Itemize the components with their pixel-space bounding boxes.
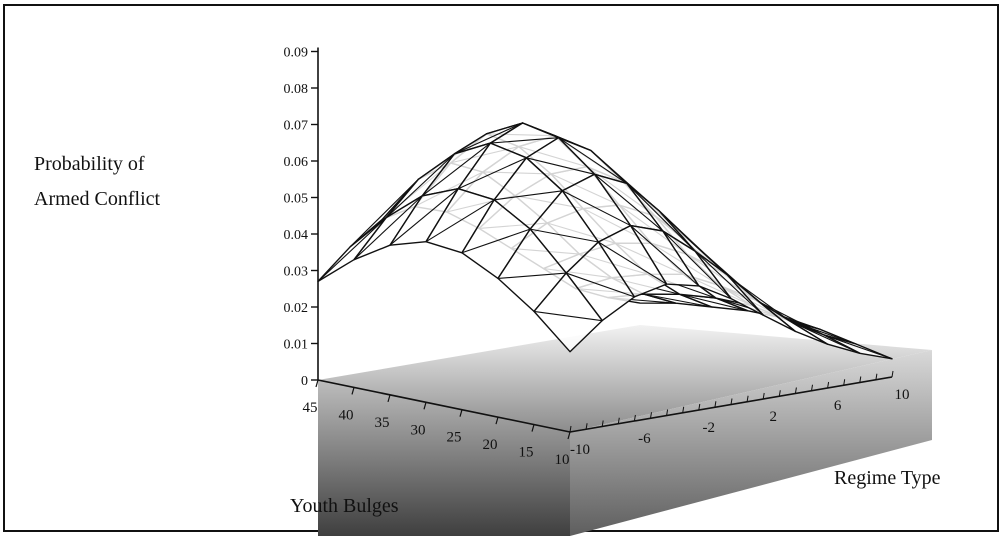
y-tick-mark xyxy=(315,379,319,388)
surface-diagonal xyxy=(643,293,713,308)
surface-diagonal xyxy=(494,190,563,201)
y-tick-mark xyxy=(423,402,427,410)
surface-diagonal xyxy=(353,195,423,261)
z-tick-label: 0.09 xyxy=(284,46,309,61)
y-tick-label: 10 xyxy=(555,452,570,468)
surface-mesh xyxy=(317,122,893,360)
surface-diagonal xyxy=(497,272,567,279)
x-tick-mark xyxy=(843,379,846,386)
x-tick-mark xyxy=(633,414,636,422)
z-axis-title-line1: Probability of xyxy=(34,153,145,175)
right-base-wall xyxy=(570,350,932,536)
y-tick-mark xyxy=(531,424,535,432)
x-tick-mark xyxy=(617,417,620,424)
y-tick-label: 35 xyxy=(375,415,390,431)
surface-diagonal xyxy=(317,217,387,282)
x-tick-mark xyxy=(714,401,717,408)
surface-diagonal xyxy=(594,173,664,232)
surface-diagonal xyxy=(726,274,796,332)
surface-diagonal xyxy=(759,301,828,345)
z-tick-label: 0 xyxy=(301,374,308,389)
surface-diagonal xyxy=(530,228,599,243)
x-axis: -10 -6 -2 2 6 10 xyxy=(569,370,910,458)
y-tick-label: 25 xyxy=(447,430,462,446)
x-tick-label: -10 xyxy=(570,442,590,458)
y-tick-mark xyxy=(387,394,391,403)
y-tick-mark xyxy=(459,409,463,417)
surface-diagonal xyxy=(598,241,667,285)
surface-diagonal xyxy=(457,157,527,190)
x-tick-label: -2 xyxy=(703,420,716,436)
y-tick-label: 40 xyxy=(339,407,354,423)
z-tick-label: 0.04 xyxy=(284,228,309,243)
x-tick-mark xyxy=(569,425,572,433)
x-tick-label: 2 xyxy=(769,409,777,425)
x-tick-mark xyxy=(682,406,685,413)
surface-diagonal xyxy=(558,137,628,184)
z-tick-label: 0.01 xyxy=(284,338,309,353)
x-tick-mark xyxy=(794,387,797,394)
z-tick-label: 0.05 xyxy=(284,192,309,207)
y-tick-mark xyxy=(351,387,355,395)
x-tick-mark xyxy=(666,409,669,416)
surface-diagonal xyxy=(533,310,603,322)
surface-diagonal xyxy=(454,122,523,155)
surface-diagonal xyxy=(461,228,531,254)
surface-diagonal xyxy=(679,293,749,312)
surface-diagonal xyxy=(389,188,459,246)
z-axis-title-line2: Armed Conflict xyxy=(34,188,161,210)
surface-diagonal xyxy=(823,334,893,360)
surface-diagonal xyxy=(626,183,696,252)
x-tick-label: 10 xyxy=(895,387,910,403)
surface-diagonal xyxy=(566,272,635,298)
surface-diagonal xyxy=(526,157,595,175)
x-tick-mark xyxy=(778,390,781,397)
x-tick-mark xyxy=(859,376,862,383)
z-tick-label: 0.02 xyxy=(284,301,309,316)
y-tick-label: 20 xyxy=(483,437,498,453)
z-tick-label: 0.03 xyxy=(284,265,309,280)
y-tick-mark xyxy=(567,431,571,440)
x-tick-mark xyxy=(827,381,830,389)
surface-diagonal xyxy=(694,250,764,316)
y-axis-line xyxy=(317,379,571,433)
surface-diagonal xyxy=(421,142,491,197)
x-tick-mark xyxy=(585,423,588,430)
y-axis-title: Youth Bulges xyxy=(290,495,399,517)
surface-diagonal xyxy=(385,153,455,219)
x-tick-mark xyxy=(650,412,652,419)
x-tick-mark xyxy=(698,403,701,411)
x-tick-mark xyxy=(811,384,813,391)
y-tick-label: 45 xyxy=(303,400,318,416)
surface-diagonal xyxy=(562,190,631,227)
surface-diagonal xyxy=(755,299,825,336)
x-tick-mark xyxy=(762,392,765,400)
y-tick-label: 15 xyxy=(519,445,534,461)
x-tick-mark xyxy=(601,420,604,427)
x-tick-mark xyxy=(730,398,733,405)
surface-diagonal xyxy=(791,321,861,354)
z-tick-label: 0.07 xyxy=(284,119,309,134)
z-axis: 0 0.01 0.02 0.03 0.04 0.05 0.06 0.07 0.08 0.09 xyxy=(284,46,319,389)
x-tick-mark xyxy=(875,373,878,380)
surface-diagonal xyxy=(490,137,559,144)
z-tick-label: 0.06 xyxy=(284,155,309,170)
y-axis: 45 40 35 30 25 20 15 10 xyxy=(303,379,571,468)
x-tick-label: 6 xyxy=(834,398,842,414)
surface-diagonal xyxy=(349,178,419,248)
x-axis-title: Regime Type xyxy=(834,467,941,489)
x-tick-mark xyxy=(746,395,749,402)
y-tick-mark xyxy=(495,416,499,425)
surface-diagonal xyxy=(662,230,732,300)
x-tick-label: -6 xyxy=(638,431,651,447)
y-tick-label: 30 xyxy=(411,422,426,438)
surface-diagonal xyxy=(630,225,700,287)
z-tick-label: 0.08 xyxy=(284,82,309,97)
x-tick-mark xyxy=(891,370,894,378)
surface-diagonal xyxy=(658,210,728,276)
floor-plane xyxy=(318,325,932,432)
surface-diagonal xyxy=(425,199,495,243)
